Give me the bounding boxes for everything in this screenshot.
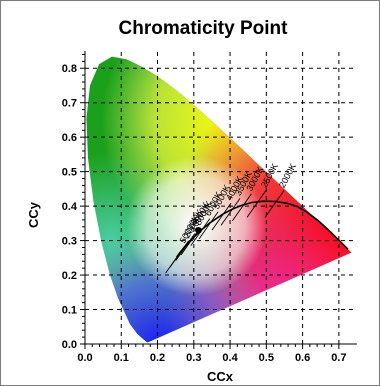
isotherm-line	[211, 202, 232, 231]
grid-lines	[85, 51, 357, 344]
y-tick-label: 0.0	[62, 339, 77, 351]
x-tick-label: 0.5	[259, 352, 274, 364]
cct-label: 2000K	[277, 162, 298, 190]
x-tick-label: 0.6	[295, 352, 310, 364]
isotherm-line	[264, 190, 285, 218]
x-tick-label: 0.4	[222, 352, 238, 364]
y-axis-label: CCy	[26, 201, 41, 228]
y-tick-label: 0.7	[62, 98, 77, 110]
y-tick-label: 0.4	[62, 201, 78, 213]
chart-title: Chromaticity Point	[119, 18, 289, 39]
isotherm-line	[220, 198, 241, 226]
x-axis-label: CCx	[207, 369, 234, 384]
y-tick-label: 0.5	[62, 167, 77, 179]
y-tick-label: 0.8	[62, 63, 77, 75]
x-tick-label: 0.3	[186, 352, 201, 364]
isotherm-line	[232, 193, 252, 221]
isotherm-line	[246, 190, 267, 218]
planckian-locus	[176, 200, 349, 258]
x-tick-label: 0.1	[114, 352, 129, 364]
y-tick-label: 0.1	[62, 305, 77, 317]
x-tick-label: 0.2	[150, 352, 165, 364]
isotherm-line	[198, 211, 219, 240]
y-tick-label: 0.3	[62, 236, 77, 248]
x-axis-ticks: 0.0 0.1 0.2 0.3 0.4 0.5 0.6 0.7	[77, 344, 347, 364]
y-tick-label: 0.6	[62, 132, 77, 144]
y-axis-ticks: 0.0 0.1 0.2 0.3 0.4 0.5 0.6 0.7 0.8	[62, 53, 85, 351]
x-tick-label: 0.0	[77, 352, 92, 364]
chromaticity-point	[195, 226, 202, 234]
y-tick-label: 0.2	[62, 270, 77, 282]
x-tick-label: 0.7	[331, 352, 346, 364]
